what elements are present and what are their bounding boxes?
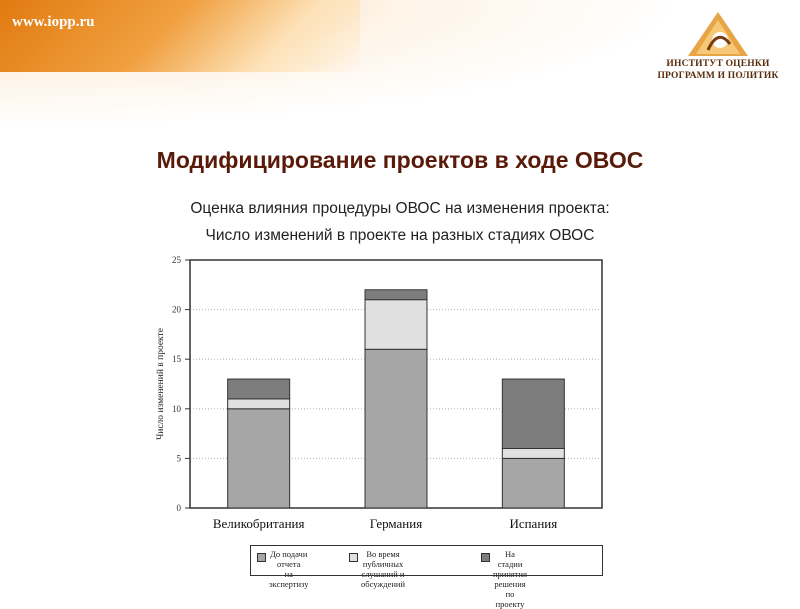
x-category-label: Великобритания xyxy=(213,516,305,531)
logo-triangle-icon xyxy=(688,12,748,56)
legend-label: До подачи отчета на экспертизу xyxy=(269,549,309,589)
y-tick-label: 20 xyxy=(172,305,182,315)
chart-legend: До подачи отчета на экспертизу Во время п… xyxy=(250,545,603,609)
x-category-label: Испания xyxy=(509,516,557,531)
bar-segment xyxy=(227,398,291,410)
y-tick-label: 10 xyxy=(172,404,182,414)
legend-swatch xyxy=(257,553,266,562)
logo-text-line2: ПРОГРАММ И ПОЛИТИК xyxy=(657,71,779,81)
y-tick-label: 25 xyxy=(172,255,182,265)
logo-text-line1: ИНСТИТУТ ОЦЕНКИ xyxy=(666,59,770,69)
x-category-label: Германия xyxy=(370,516,422,531)
bar-segment xyxy=(227,378,291,400)
header-band xyxy=(0,0,360,72)
site-url[interactable]: www.iopp.ru xyxy=(12,14,95,30)
bar-segment xyxy=(501,447,565,459)
bar-segment xyxy=(364,299,428,350)
y-axis-label: Число изменений в проекте xyxy=(155,328,166,440)
bar-segment xyxy=(501,457,565,509)
legend-label: На стадии принятия решения по проекту xyxy=(493,549,527,609)
bar-segment xyxy=(227,408,291,509)
legend-swatch xyxy=(481,553,490,562)
page-title: Модифицирование проектов в ходе ОВОС xyxy=(156,147,644,173)
bar-segment xyxy=(501,378,565,449)
bar-segment xyxy=(364,348,428,509)
legend-label: Во время публичных слушаний и обсуждений xyxy=(361,549,405,589)
institute-logo: ИНСТИТУТ ОЦЕНКИ ПРОГРАММ И ПОЛИТИК xyxy=(648,10,788,90)
bar-segment xyxy=(364,289,428,301)
y-tick-label: 15 xyxy=(172,354,182,364)
y-tick-label: 0 xyxy=(177,503,182,513)
legend-swatch xyxy=(349,553,358,562)
subtitle-line2: Число изменений в проекте на разных стад… xyxy=(205,227,595,244)
subtitle-line1: Оценка влияния процедуры ОВОС на изменен… xyxy=(190,200,610,217)
y-tick-label: 5 xyxy=(177,453,182,463)
